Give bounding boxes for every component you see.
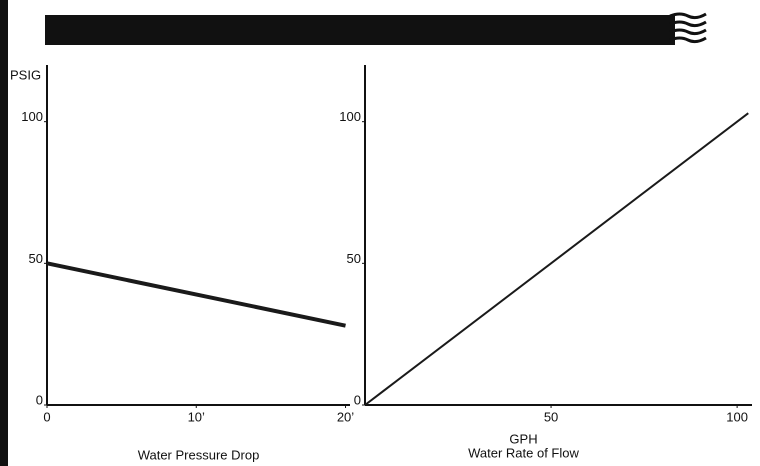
- y-tick-label: 100: [339, 109, 361, 124]
- x-axis-label: Water Pressure Drop: [138, 447, 260, 462]
- water-icon: [669, 12, 707, 44]
- x-tick-label: 20’: [337, 409, 354, 424]
- x-axis-label: GPH: [509, 431, 537, 446]
- x-tick-label: 50: [544, 409, 558, 424]
- header-bar: [45, 15, 675, 45]
- y-tick-label: 0: [354, 392, 361, 407]
- x-tick-label: 0: [43, 409, 50, 424]
- y-tick-label: 50: [347, 251, 361, 266]
- y-tick-label: 100: [21, 109, 43, 124]
- x-axis-label: Water Rate of Flow: [468, 445, 579, 460]
- y-axis-label: PSIG: [10, 67, 41, 82]
- data-line: [46, 261, 346, 328]
- x-tick-label: 100: [726, 409, 748, 424]
- data-line: [364, 112, 749, 406]
- y-tick-label: 50: [29, 251, 43, 266]
- y-tick-label: 0: [36, 392, 43, 407]
- side-strip: [0, 0, 8, 466]
- x-tick-label: 10’: [188, 409, 205, 424]
